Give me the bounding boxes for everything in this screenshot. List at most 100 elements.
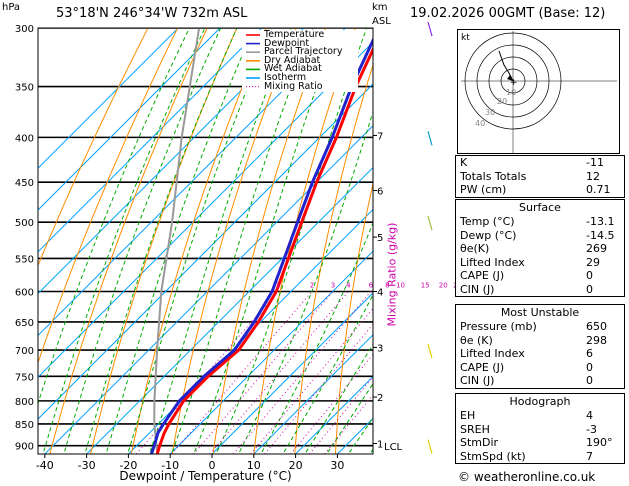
legend-label: Wet Adiabat	[264, 63, 322, 75]
dry-adiabat-line	[49, 28, 208, 454]
temperature-tick-label: -20	[119, 459, 137, 472]
index-row: K -11	[460, 156, 604, 169]
unstable-row: Lifted Index 6	[460, 347, 593, 360]
hodograph: kt 10 20 30 40 +	[457, 29, 620, 154]
asl-label: ASL	[372, 16, 391, 27]
wet-adiabat-line	[38, 28, 190, 406]
mixing-ratio-value: 4	[346, 282, 351, 290]
wet-adiabat-line	[42, 28, 206, 454]
datetime-title: 19.02.2026 00GMT (Base: 12)	[410, 6, 606, 21]
km-tick-label: 1	[377, 440, 383, 451]
unstable-box: Most Unstable Pressure (mb) 650 θe (K) 298…	[455, 304, 625, 389]
pressure-tick-label: 600	[15, 288, 34, 299]
isotherm-line	[38, 28, 221, 211]
pressure-tick-label: 750	[15, 372, 34, 383]
hodo-storm-marker: +	[510, 78, 518, 88]
pressure-tick-label: 450	[15, 178, 34, 189]
dewpoint-profile	[149, 36, 373, 454]
pressure-tick-label: 850	[15, 420, 34, 431]
legend-label: Mixing Ratio	[264, 80, 323, 92]
km-tick-label: 5	[377, 233, 383, 244]
unstable-title: Most Unstable	[500, 306, 580, 319]
mixing-ratio-value: 2	[310, 282, 314, 290]
legend-label: Isotherm	[264, 72, 307, 83]
wet-adiabat-line	[63, 28, 222, 454]
temperature-tick-label: 10	[247, 459, 261, 472]
wet-adiabat-line	[148, 28, 293, 454]
mixing-ratio-value: 15	[421, 282, 430, 290]
pressure-tick-label: 500	[15, 218, 34, 229]
isotherm-line	[86, 166, 373, 454]
parcel-trajectory-profile	[153, 28, 201, 454]
unstable-row: Pressure (mb) 650	[460, 320, 607, 333]
hodo-row: EH 4	[460, 409, 593, 422]
dry-adiabat-line	[212, 28, 327, 454]
mixing-ratio-axis-label: Mixing Ratio (g/kg)	[385, 222, 399, 327]
mixing-ratio-line	[290, 353, 373, 454]
hodo-ring-label: 10	[506, 88, 516, 97]
dry-adiabat-line	[294, 63, 373, 454]
km-tick-label: 2	[377, 393, 383, 404]
pressure-tick-label: 300	[15, 24, 34, 35]
legend-label: Parcel Trajectory	[264, 46, 343, 58]
hodo-ring-label: 40	[475, 119, 485, 128]
pressure-tick-label: 400	[15, 133, 34, 144]
hodo-arrow	[507, 75, 513, 81]
mixing-ratio-line	[309, 376, 373, 454]
mixing-ratio-value: 6	[369, 282, 374, 290]
dry-adiabat-line	[171, 28, 297, 454]
wind-barb	[427, 21, 433, 37]
dry-adiabat-line	[90, 28, 238, 454]
location-title: 53°18'N 246°34'W 732m ASL	[56, 6, 248, 21]
unstable-row: θe (K) 298	[460, 333, 607, 347]
unstable-row: CAPE (J) 0	[460, 360, 593, 374]
km-tick-label: 7	[377, 131, 383, 142]
isotherm-line	[38, 28, 179, 169]
wet-adiabat-line	[84, 28, 238, 454]
mixing-ratio-value: 8	[385, 282, 389, 290]
isotherm-line	[38, 28, 346, 337]
temperature-tick-label: 20	[289, 459, 303, 472]
unstable-row: CIN (J) 0	[460, 374, 593, 387]
isotherm-line	[44, 125, 373, 454]
wind-barb	[427, 216, 433, 231]
mixing-ratio-value: 10	[396, 282, 405, 290]
km-tick-label: 3	[377, 343, 383, 354]
surface-row: CIN (J) 0	[460, 282, 593, 296]
isotherm-line	[211, 292, 373, 454]
hodo-ring-label: 20	[497, 97, 507, 106]
temperature-tick-label: 30	[330, 459, 344, 472]
pressure-tick-label: 800	[15, 397, 34, 408]
pressure-tick-label: 550	[15, 254, 34, 265]
dry-adiabat-line	[253, 28, 356, 454]
surface-title: Surface	[519, 201, 561, 214]
hodo-row: StmSpd (kt) 7	[460, 449, 593, 463]
dry-adiabat-line	[38, 28, 149, 267]
isotherm-line	[38, 28, 263, 253]
legend-box	[242, 30, 358, 92]
pressure-tick-label: 650	[15, 318, 34, 329]
hodo-ring-label: 30	[485, 108, 495, 117]
plot-frame	[37, 27, 374, 455]
pressure-tick-label: 350	[15, 83, 34, 94]
pressure-tick-label: 900	[15, 442, 34, 453]
mixing-ratio-value: 1	[276, 282, 280, 290]
wind-barb	[427, 131, 433, 146]
surface-row: Temp (°C) -13.1	[460, 215, 615, 228]
legend-label: Temperature	[264, 29, 325, 40]
indices-box: K -11 Totals Totals 12 PW (cm) 0.71	[455, 155, 625, 198]
mixing-ratio-line	[171, 291, 313, 454]
wet-adiabat-line	[170, 28, 314, 454]
index-row: PW (cm) 0.71	[460, 183, 611, 196]
isotherm-line	[295, 375, 373, 454]
mixing-ratio-line	[264, 323, 373, 454]
hodograph-frame	[457, 29, 620, 154]
surface-row: CAPE (J) 0	[460, 269, 593, 282]
hodograph-unit: kt	[461, 33, 470, 43]
temperature-profile	[155, 45, 373, 454]
pressure-tick-label: 700	[15, 346, 34, 357]
lcl-label: LCL	[384, 442, 403, 453]
hodograph-title: Hodograph	[509, 395, 571, 408]
